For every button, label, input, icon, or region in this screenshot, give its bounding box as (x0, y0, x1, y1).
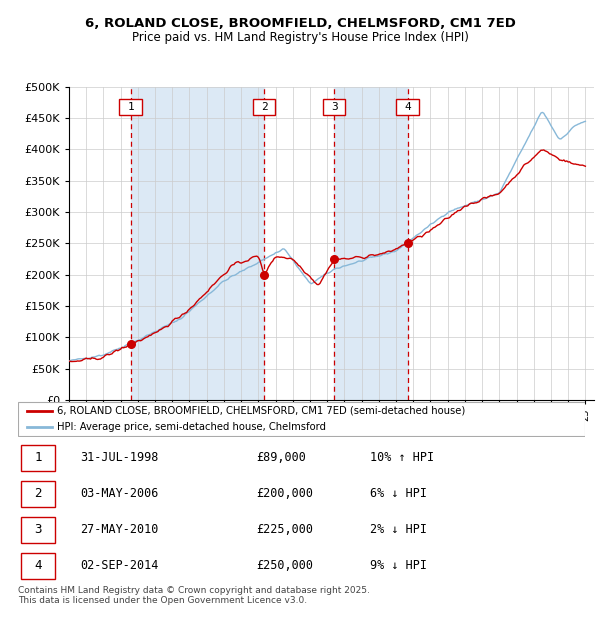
FancyBboxPatch shape (323, 99, 346, 115)
FancyBboxPatch shape (21, 553, 55, 579)
Text: 1: 1 (34, 451, 41, 464)
Text: 03-MAY-2006: 03-MAY-2006 (80, 487, 159, 500)
Text: HPI: Average price, semi-detached house, Chelmsford: HPI: Average price, semi-detached house,… (56, 422, 326, 432)
Text: £225,000: £225,000 (256, 523, 313, 536)
Text: 2: 2 (261, 102, 268, 112)
FancyBboxPatch shape (119, 99, 142, 115)
Text: 3: 3 (331, 102, 338, 112)
FancyBboxPatch shape (253, 99, 275, 115)
Text: 4: 4 (34, 559, 41, 572)
FancyBboxPatch shape (18, 402, 585, 436)
Text: 4: 4 (404, 102, 411, 112)
Text: 10% ↑ HPI: 10% ↑ HPI (370, 451, 434, 464)
Text: £250,000: £250,000 (256, 559, 313, 572)
FancyBboxPatch shape (21, 517, 55, 543)
Text: Contains HM Land Registry data © Crown copyright and database right 2025.
This d: Contains HM Land Registry data © Crown c… (18, 586, 370, 605)
Text: 6, ROLAND CLOSE, BROOMFIELD, CHELMSFORD, CM1 7ED (semi-detached house): 6, ROLAND CLOSE, BROOMFIELD, CHELMSFORD,… (56, 406, 465, 416)
FancyBboxPatch shape (21, 480, 55, 507)
FancyBboxPatch shape (21, 445, 55, 471)
Text: 6, ROLAND CLOSE, BROOMFIELD, CHELMSFORD, CM1 7ED: 6, ROLAND CLOSE, BROOMFIELD, CHELMSFORD,… (85, 17, 515, 30)
Text: 31-JUL-1998: 31-JUL-1998 (80, 451, 159, 464)
Text: 3: 3 (34, 523, 41, 536)
Text: 2% ↓ HPI: 2% ↓ HPI (370, 523, 427, 536)
Bar (131, 87, 264, 400)
Text: £200,000: £200,000 (256, 487, 313, 500)
Text: 6% ↓ HPI: 6% ↓ HPI (370, 487, 427, 500)
Text: Price paid vs. HM Land Registry's House Price Index (HPI): Price paid vs. HM Land Registry's House … (131, 31, 469, 44)
FancyBboxPatch shape (397, 99, 419, 115)
Bar (334, 87, 407, 400)
Text: 9% ↓ HPI: 9% ↓ HPI (370, 559, 427, 572)
Text: 02-SEP-2014: 02-SEP-2014 (80, 559, 159, 572)
Text: 1: 1 (127, 102, 134, 112)
Text: 27-MAY-2010: 27-MAY-2010 (80, 523, 159, 536)
Text: 2: 2 (34, 487, 41, 500)
Text: £89,000: £89,000 (256, 451, 306, 464)
